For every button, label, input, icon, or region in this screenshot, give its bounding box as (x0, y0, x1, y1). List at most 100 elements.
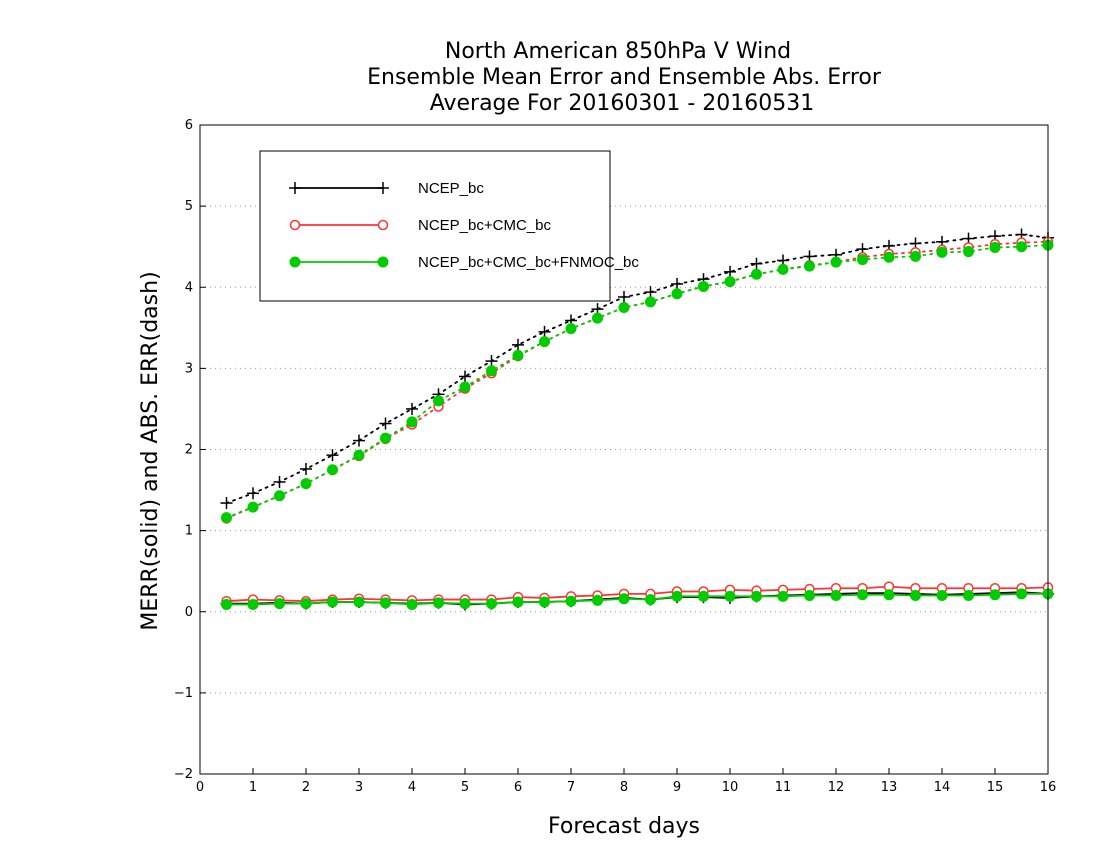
legend-marker (289, 182, 301, 194)
mean-err-point (247, 598, 259, 610)
abs-err-point (883, 251, 895, 263)
x-tick-label: 6 (514, 780, 522, 795)
abs-err-point (539, 336, 550, 348)
abs-err-point (1016, 241, 1027, 253)
mean-err-point (910, 590, 921, 602)
abs-err-point (936, 246, 948, 258)
y-tick-label: 0 (185, 605, 193, 620)
mean-err-point (406, 598, 418, 610)
abs-err-point (220, 497, 233, 510)
mean-err-point (592, 594, 603, 606)
y-tick-label: −1 (174, 686, 193, 701)
x-tick-label: 15 (987, 780, 1004, 795)
abs-err-point (804, 260, 815, 272)
x-tick-label: 4 (408, 780, 416, 795)
mean-err-point (327, 596, 338, 608)
abs-err-point (963, 246, 974, 258)
mean-err-point (671, 590, 683, 602)
abs-err-point (671, 288, 683, 300)
abs-err-point (645, 296, 656, 308)
abs-err-point (327, 464, 338, 476)
y-tick-label: −2 (174, 767, 193, 782)
legend-label: NCEP_bc+CMC_bc (418, 217, 551, 234)
abs-err-point (671, 278, 683, 291)
y-tick-label: 5 (185, 199, 193, 214)
mean-err-point (645, 594, 656, 606)
abs-err-point (618, 302, 630, 314)
x-tick-label: 13 (881, 780, 898, 795)
abs-err-point (724, 265, 736, 278)
y-tick-label: 4 (185, 280, 193, 295)
abs-err-point (406, 416, 418, 428)
abs-err-point (274, 490, 285, 502)
abs-err-point (353, 434, 365, 447)
x-tick-label: 7 (567, 780, 575, 795)
mean-err-point (433, 597, 444, 609)
mean-err-point (539, 596, 550, 608)
y-tick-label: 1 (185, 524, 193, 539)
abs-err-point (380, 432, 391, 444)
abs-err-point (910, 250, 921, 262)
abs-err-point (724, 276, 736, 288)
x-tick-label: 8 (620, 780, 628, 795)
legend-marker (377, 219, 389, 231)
abs-err-point (512, 349, 524, 361)
legend-marker (377, 256, 389, 268)
mean-err-point (565, 595, 577, 607)
abs-err-point (353, 449, 365, 461)
abs-err-point (485, 355, 498, 368)
abs-err-point (379, 417, 392, 430)
abs-err-point (592, 312, 603, 324)
abs-err-point (644, 286, 657, 299)
abs-err-point (273, 475, 286, 488)
abs-err-point (300, 462, 312, 475)
plot-area (220, 228, 1054, 611)
legend-entry: NCEP_bc (289, 180, 484, 197)
legend-marker (289, 256, 301, 268)
x-tick-label: 2 (302, 780, 310, 795)
mean-err-point (512, 596, 524, 608)
abs-err-point (751, 268, 762, 280)
mean-err-point (353, 596, 365, 608)
legend-entry: NCEP_bc+CMC_bc+FNMOC_bc (289, 254, 639, 271)
mean-err-point (724, 590, 736, 602)
legend-entry: NCEP_bc+CMC_bc (289, 217, 551, 234)
abs-err-point (565, 323, 577, 335)
legend-label: NCEP_bc (418, 180, 484, 197)
abs-err-point (750, 257, 763, 270)
mean-err-point (380, 597, 391, 609)
mean-err-point (989, 589, 1001, 601)
mean-err-point (300, 598, 312, 610)
x-tick-label: 9 (673, 780, 681, 795)
x-tick-label: 16 (1040, 780, 1057, 795)
mean-err-point (830, 590, 842, 602)
chart-title-line-2: Ensemble Mean Error and Ensemble Abs. Er… (367, 65, 882, 90)
y-tick-label: 2 (185, 443, 193, 458)
mean-err-point (751, 590, 762, 602)
abs-err-point (326, 449, 339, 462)
legend-box (259, 150, 611, 302)
abs-err-point (538, 325, 551, 338)
mean-err-point (777, 590, 789, 602)
series-2 (221, 239, 1054, 610)
mean-err-point (963, 590, 974, 602)
y-tick-label: 6 (185, 118, 193, 133)
y-tick-label: 3 (185, 361, 193, 376)
abs-err-point (459, 381, 471, 393)
legend: NCEP_bc NCEP_bc+CMC_bc NCEP_bc+CMC_bc+FNMO… (259, 150, 639, 302)
mean-err-point (857, 589, 868, 601)
mean-err-point (274, 598, 285, 610)
abs-err-point (459, 370, 471, 383)
legend-marker (289, 219, 301, 231)
x-axis-label: Forecast days (548, 814, 700, 839)
x-tick-label: 0 (196, 780, 204, 795)
abs-err-point (618, 290, 630, 303)
x-tick-label: 11 (775, 780, 792, 795)
abs-err-point (247, 487, 259, 500)
abs-err-point (830, 256, 842, 268)
abs-err-point (300, 478, 312, 490)
legend-label: NCEP_bc+CMC_bc+FNMOC_bc (418, 254, 639, 271)
mean-err-point (883, 589, 895, 601)
